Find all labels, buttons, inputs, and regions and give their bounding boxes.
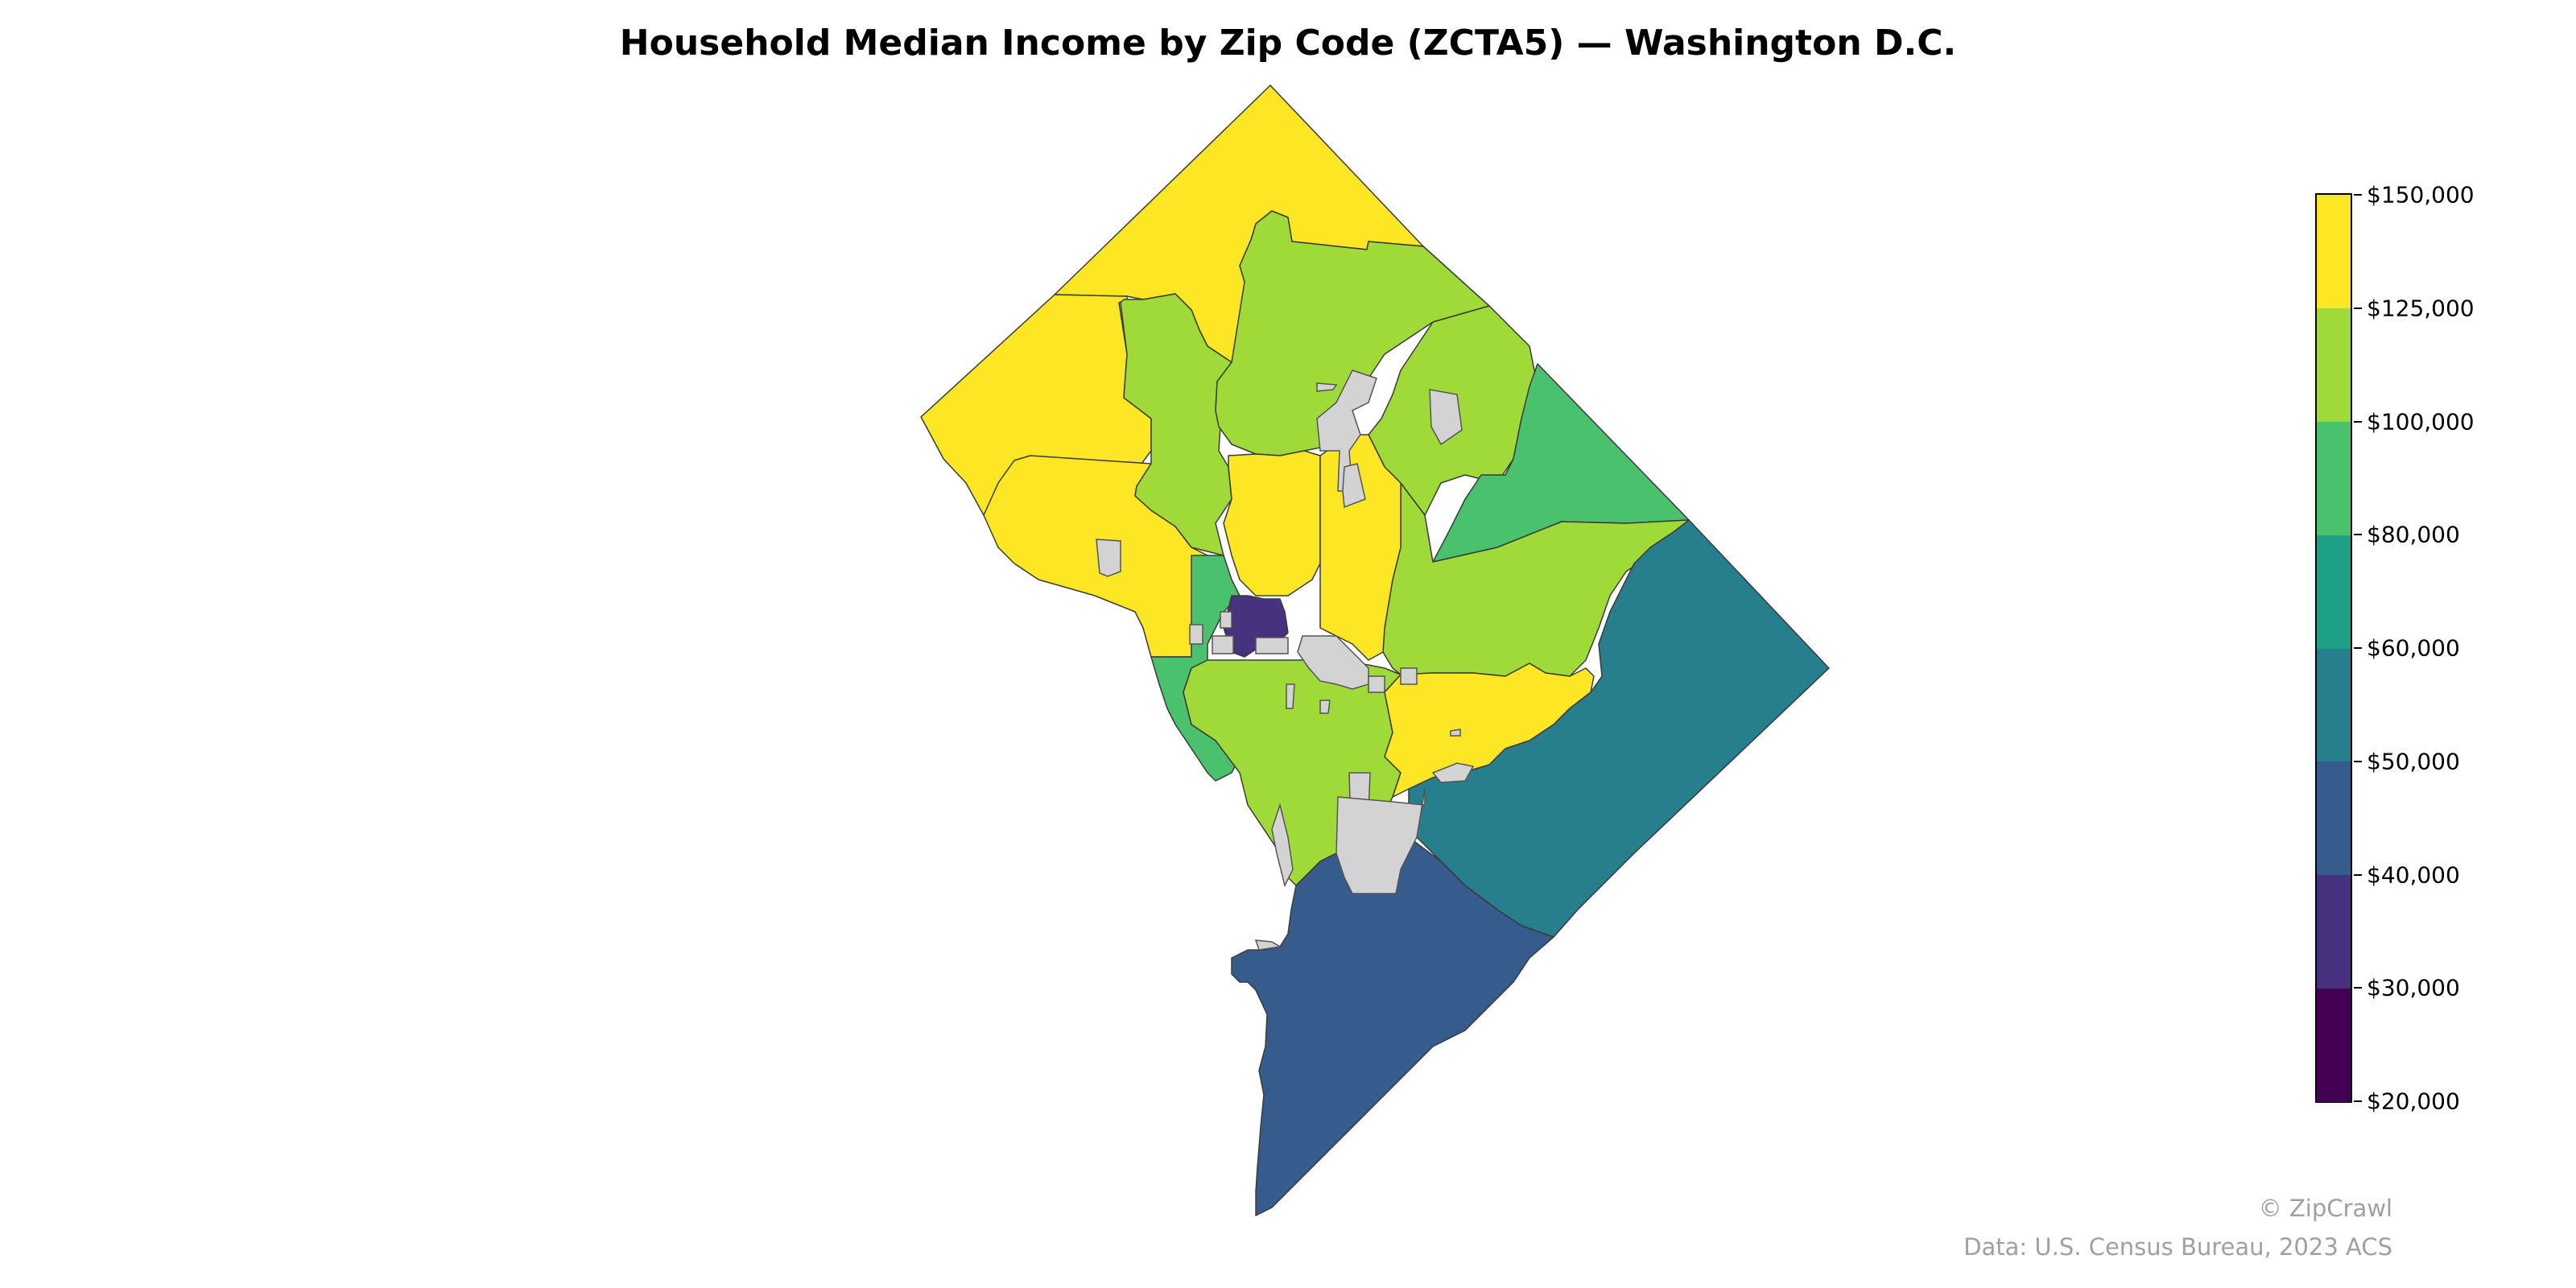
no-data-area (1450, 729, 1461, 737)
zip-region-central-yellow-west[interactable] (1223, 450, 1321, 597)
zip-region-far-southeast[interactable] (1231, 836, 1554, 1216)
no-data-area (1335, 788, 1426, 894)
colorbar-tick-label: $50,000 (2367, 748, 2460, 775)
colorbar-tick (2354, 647, 2362, 649)
no-data-area (1212, 635, 1234, 654)
no-data-area (1220, 611, 1232, 629)
colorbar-tick (2354, 1100, 2362, 1102)
no-data-area (1342, 463, 1366, 509)
colorbar-bin (2317, 195, 2351, 309)
colorbar-bin (2317, 874, 2351, 989)
colorbar-bin (2317, 421, 2351, 535)
colorbar-tick-label: $20,000 (2367, 1088, 2460, 1115)
colorbar-bin (2317, 988, 2351, 1102)
zip-region-rock-creek-west[interactable] (1120, 293, 1232, 556)
colorbar-tick-label: $80,000 (2367, 521, 2460, 548)
no-data-area (1271, 803, 1294, 888)
colorbar-bin (2317, 648, 2351, 762)
colorbar-bin (2317, 535, 2351, 649)
no-data-area (1319, 700, 1331, 714)
colorbar-tick (2354, 987, 2362, 989)
colorbar-tick-label: $125,000 (2367, 295, 2475, 322)
no-data-area (1254, 939, 1282, 951)
colorbar-tick (2354, 534, 2362, 536)
no-data-area (1429, 389, 1463, 446)
colorbar-tick (2354, 307, 2362, 309)
colorbar-tick (2354, 420, 2362, 423)
no-data-area (1297, 635, 1369, 690)
colorbar-tick-label: $150,000 (2367, 181, 2475, 208)
colorbar-tick-label: $100,000 (2367, 408, 2475, 435)
colorbar-tick (2354, 194, 2362, 196)
map-title: Household Median Income by Zip Code (ZCT… (619, 23, 1957, 64)
no-data-area (1431, 762, 1475, 783)
no-data-area (1400, 667, 1418, 685)
colorbar-bin (2317, 761, 2351, 875)
no-data-area (1255, 637, 1289, 654)
credit-source: Data: U.S. Census Bureau, 2023 ACS (1963, 1233, 2392, 1261)
colorbar-tick (2354, 760, 2362, 762)
colorbar-bin (2317, 308, 2351, 422)
zip-region-east-central[interactable] (1382, 482, 1690, 677)
no-data-area (1316, 382, 1338, 392)
no-data-area (1096, 539, 1121, 577)
colorbar-tick-label: $40,000 (2367, 861, 2460, 888)
no-data-area (1189, 624, 1203, 645)
colorbar-tick (2354, 873, 2362, 876)
no-data-area (1368, 675, 1385, 693)
colorbar-tick-label: $60,000 (2367, 634, 2460, 662)
credit-brand: © ZipCrawl (2258, 1195, 2392, 1222)
colorbar-tick-label: $30,000 (2367, 974, 2460, 1001)
no-data-area (1286, 683, 1295, 709)
colorbar-legend (2315, 193, 2352, 1103)
